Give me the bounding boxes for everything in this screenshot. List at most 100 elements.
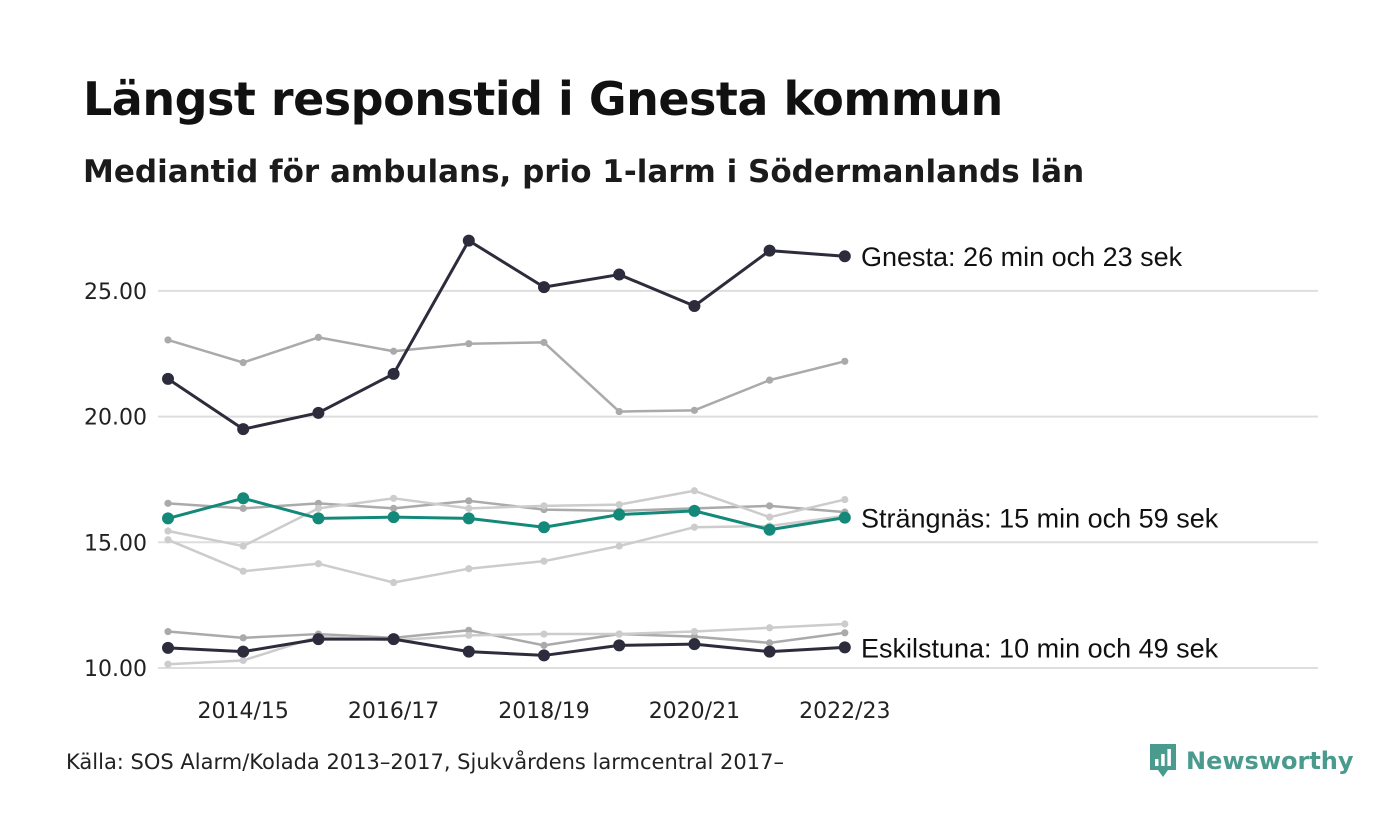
data-point xyxy=(540,630,548,638)
data-point xyxy=(690,632,699,641)
data-point xyxy=(237,423,250,436)
data-point xyxy=(387,367,400,380)
data-point xyxy=(390,504,398,512)
series-line xyxy=(167,629,845,647)
series-label: Eskilstuna: 10 min och 49 sek xyxy=(861,633,1219,663)
data-point xyxy=(690,406,699,414)
data-point xyxy=(540,557,548,565)
data-point xyxy=(538,281,550,294)
data-point xyxy=(239,567,247,575)
series-line xyxy=(167,336,846,413)
data-point xyxy=(239,504,247,512)
series-line xyxy=(167,489,846,548)
data-point xyxy=(613,268,626,281)
data-point xyxy=(615,542,623,550)
data-point xyxy=(540,338,548,347)
data-point xyxy=(162,372,174,385)
data-point xyxy=(314,499,322,507)
series-other-7 xyxy=(164,626,849,649)
chart-subtitle: Mediantid för ambulans, prio 1-larm i Sö… xyxy=(83,154,1085,190)
series-gnesta xyxy=(162,234,851,436)
data-point xyxy=(465,497,473,505)
data-point xyxy=(841,629,849,637)
data-point xyxy=(164,527,172,535)
series-line xyxy=(167,637,845,657)
data-point xyxy=(390,347,398,355)
data-point xyxy=(538,521,550,534)
background-series xyxy=(164,333,849,668)
y-tick-label: 20.00 xyxy=(84,406,147,431)
data-point xyxy=(465,565,473,573)
data-point xyxy=(164,336,172,344)
chart-title: Längst responstid i Gnesta kommun xyxy=(83,72,1003,126)
data-point xyxy=(239,358,247,367)
highlighted-series xyxy=(162,234,851,662)
data-point xyxy=(838,641,851,654)
y-tick-label: 15.00 xyxy=(84,531,147,556)
y-tick-label: 10.00 xyxy=(84,657,147,682)
data-point xyxy=(763,645,776,658)
data-point xyxy=(462,645,475,658)
data-point xyxy=(841,357,849,365)
data-point xyxy=(162,641,174,654)
x-tick-label: 2018/19 xyxy=(498,699,589,724)
data-point xyxy=(465,631,473,639)
data-point xyxy=(164,499,172,507)
data-point xyxy=(239,634,247,642)
grid-lines xyxy=(158,289,1318,669)
data-point xyxy=(390,494,398,502)
x-tick-label: 2020/21 xyxy=(649,699,740,724)
data-point xyxy=(162,512,174,525)
data-point xyxy=(237,645,250,658)
data-point xyxy=(462,234,475,247)
x-tick-label: 2022/23 xyxy=(799,699,890,724)
data-point xyxy=(314,560,322,568)
series-other-8 xyxy=(164,620,849,668)
series-line xyxy=(167,514,845,584)
data-point xyxy=(766,376,774,384)
data-point xyxy=(766,513,774,521)
data-point xyxy=(766,624,774,632)
data-point xyxy=(538,649,550,662)
series-strängnäs xyxy=(162,492,851,536)
x-axis-ticks: 2014/15 2016/17 2018/19 2020/21 2022/23 xyxy=(197,699,890,724)
data-point xyxy=(690,523,699,531)
data-point xyxy=(164,536,172,544)
series-line xyxy=(167,239,845,431)
series-line xyxy=(167,622,845,666)
data-point xyxy=(615,630,623,638)
data-point xyxy=(763,523,776,536)
data-point xyxy=(465,340,473,348)
data-point xyxy=(540,641,548,649)
data-point xyxy=(688,299,701,312)
x-tick-label: 2016/17 xyxy=(348,699,439,724)
source-note: Källa: SOS Alarm/Kolada 2013–2017, Sjukv… xyxy=(66,750,784,774)
newsworthy-logo[interactable]: Newsworthy xyxy=(1148,742,1354,780)
data-point xyxy=(540,502,548,510)
newsworthy-chart-logo-icon xyxy=(1150,744,1176,777)
series-other-5 xyxy=(164,487,849,550)
data-point xyxy=(462,512,475,525)
data-point xyxy=(390,578,398,587)
data-point xyxy=(688,504,701,517)
series-label: Strängnäs: 15 min och 59 sek xyxy=(861,504,1219,534)
data-point xyxy=(613,508,626,521)
data-point xyxy=(465,626,473,634)
data-point xyxy=(312,406,325,419)
data-point xyxy=(312,512,325,525)
data-point xyxy=(763,244,776,257)
data-point xyxy=(615,500,623,509)
data-point xyxy=(766,639,774,647)
x-tick-label: 2014/15 xyxy=(197,699,288,724)
y-tick-label: 25.00 xyxy=(84,280,147,305)
data-point xyxy=(690,627,699,636)
series-line xyxy=(167,499,845,514)
series-other-3 xyxy=(164,333,849,416)
series-eskilstuna xyxy=(162,633,851,662)
data-point xyxy=(838,511,851,524)
data-point xyxy=(314,333,322,342)
y-axis-ticks: 10.00 15.00 20.00 25.00 xyxy=(84,280,147,682)
series-line xyxy=(167,496,846,532)
data-point xyxy=(688,638,701,651)
